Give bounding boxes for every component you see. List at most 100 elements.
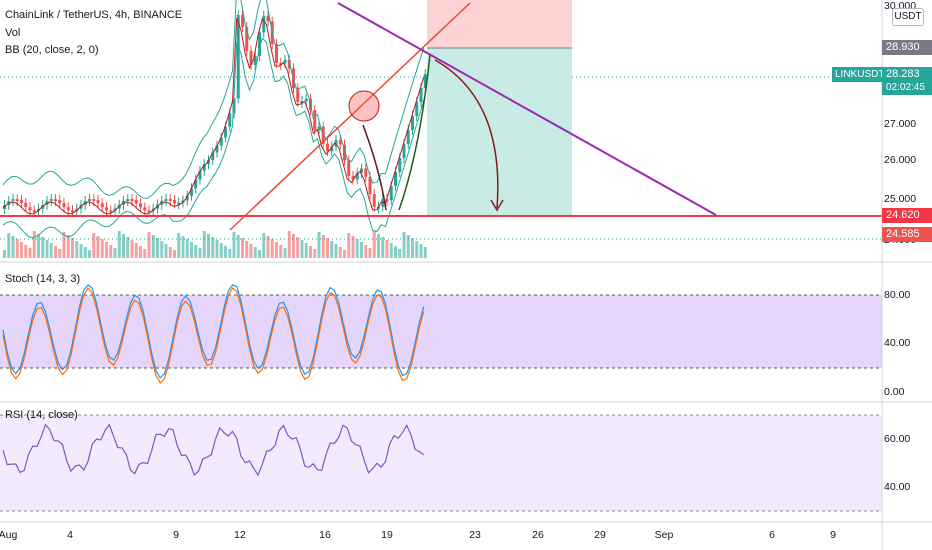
bollinger-legend[interactable]: BB (20, close, 2, 0) — [5, 44, 99, 56]
candle-body — [245, 26, 249, 51]
time-tick: 26 — [532, 529, 544, 541]
volume-bar — [241, 238, 244, 258]
volume-bar — [406, 235, 410, 258]
red-trendline — [229, 2, 471, 231]
candle-body — [385, 199, 389, 202]
candle-body — [54, 199, 57, 202]
volume-bar — [100, 239, 104, 258]
volume-bar — [105, 242, 108, 258]
volume-bar — [398, 249, 402, 258]
volume-bar — [262, 233, 266, 258]
candle-body — [71, 210, 74, 213]
candle-body — [24, 202, 28, 208]
volume-bar — [287, 231, 291, 258]
time-tick: 19 — [381, 529, 393, 541]
volume-bar — [160, 241, 164, 258]
candle-body — [66, 207, 70, 211]
candle-body — [394, 172, 397, 186]
volume-bar — [28, 248, 32, 258]
volume-bar — [415, 241, 419, 258]
candle-body — [253, 55, 257, 65]
time-tick: Sep — [654, 529, 674, 541]
candle-body — [398, 158, 402, 172]
volume-bar — [113, 248, 117, 258]
volume-bar — [351, 236, 355, 258]
candle-body — [241, 15, 244, 27]
candle-body — [190, 188, 193, 196]
symbol-legend[interactable]: ChainLink / TetherUS, 4h, BINANCE — [5, 9, 183, 21]
volume-bar — [126, 237, 130, 258]
rsi-band — [0, 415, 882, 511]
volume-legend[interactable]: Vol — [5, 27, 21, 39]
candle-body — [143, 207, 147, 211]
bb-upper — [2, 0, 425, 199]
countdown-tag: 02:02:45 — [882, 81, 932, 95]
volume-bar — [381, 237, 385, 258]
candle-body — [368, 176, 372, 195]
up-arrow — [398, 54, 431, 211]
currency-button[interactable]: USDT — [892, 8, 924, 26]
candle-body — [411, 116, 414, 130]
volume-bar — [411, 238, 414, 258]
volume-bar — [83, 247, 87, 258]
volume-bar — [15, 239, 19, 258]
volume-bar — [24, 245, 28, 258]
volume-bar — [423, 247, 427, 258]
candle-body — [372, 194, 376, 207]
volume-bar — [296, 237, 300, 258]
volume-bar — [347, 233, 351, 258]
symbol-tag: LINKUSDT — [832, 67, 888, 82]
candle-body — [300, 101, 304, 104]
candle-body — [249, 50, 253, 65]
candle-body — [266, 15, 270, 22]
candle-body — [415, 102, 419, 116]
candle-body — [126, 199, 130, 202]
candle-body — [321, 126, 325, 144]
volume-bar — [92, 233, 96, 258]
volume-bar — [3, 250, 6, 258]
candle-body — [313, 109, 317, 131]
candle-body — [389, 186, 393, 200]
stoch-legend[interactable]: Stoch (14, 3, 3) — [5, 273, 81, 285]
volume-bar — [134, 243, 138, 258]
candle-body — [347, 160, 351, 176]
volume-bar — [7, 233, 11, 258]
candle-body — [296, 88, 300, 102]
candle-body — [32, 210, 36, 213]
pivot-circle — [348, 90, 380, 122]
volume-bar — [330, 241, 334, 258]
volume-bar — [71, 238, 74, 258]
volume-bar — [309, 246, 312, 258]
stoch-tick: 40.00 — [884, 337, 911, 349]
volume-bar — [253, 247, 257, 258]
candle-body — [360, 168, 363, 173]
rsi-legend[interactable]: RSI (14, close) — [5, 409, 78, 421]
volume-bar — [266, 236, 270, 258]
volume-bar — [377, 234, 380, 258]
volume-bar — [122, 234, 125, 258]
volume-bar — [402, 232, 406, 258]
time-tick: 16 — [319, 529, 331, 541]
candle-body — [11, 199, 15, 202]
candle-body — [219, 137, 223, 146]
volume-bar — [66, 235, 70, 258]
projection-arrowhead — [490, 199, 504, 212]
volume-bar — [96, 236, 100, 258]
volume-bar — [372, 231, 376, 258]
candle-body — [287, 59, 291, 69]
candle-body — [130, 199, 134, 202]
last-price-tag: 28.283 — [882, 67, 932, 82]
candle-body — [215, 145, 219, 153]
volume-bar — [37, 234, 40, 258]
time-tick: 9 — [830, 529, 836, 541]
volume-bar — [321, 235, 325, 258]
rsi-line — [2, 423, 425, 477]
candle-body — [49, 199, 53, 202]
candle-body — [279, 63, 283, 66]
candle-body — [88, 199, 91, 202]
volume-bar — [224, 246, 227, 258]
candle-body — [20, 199, 23, 203]
candle-body — [15, 199, 19, 202]
volume-bar — [130, 240, 134, 258]
